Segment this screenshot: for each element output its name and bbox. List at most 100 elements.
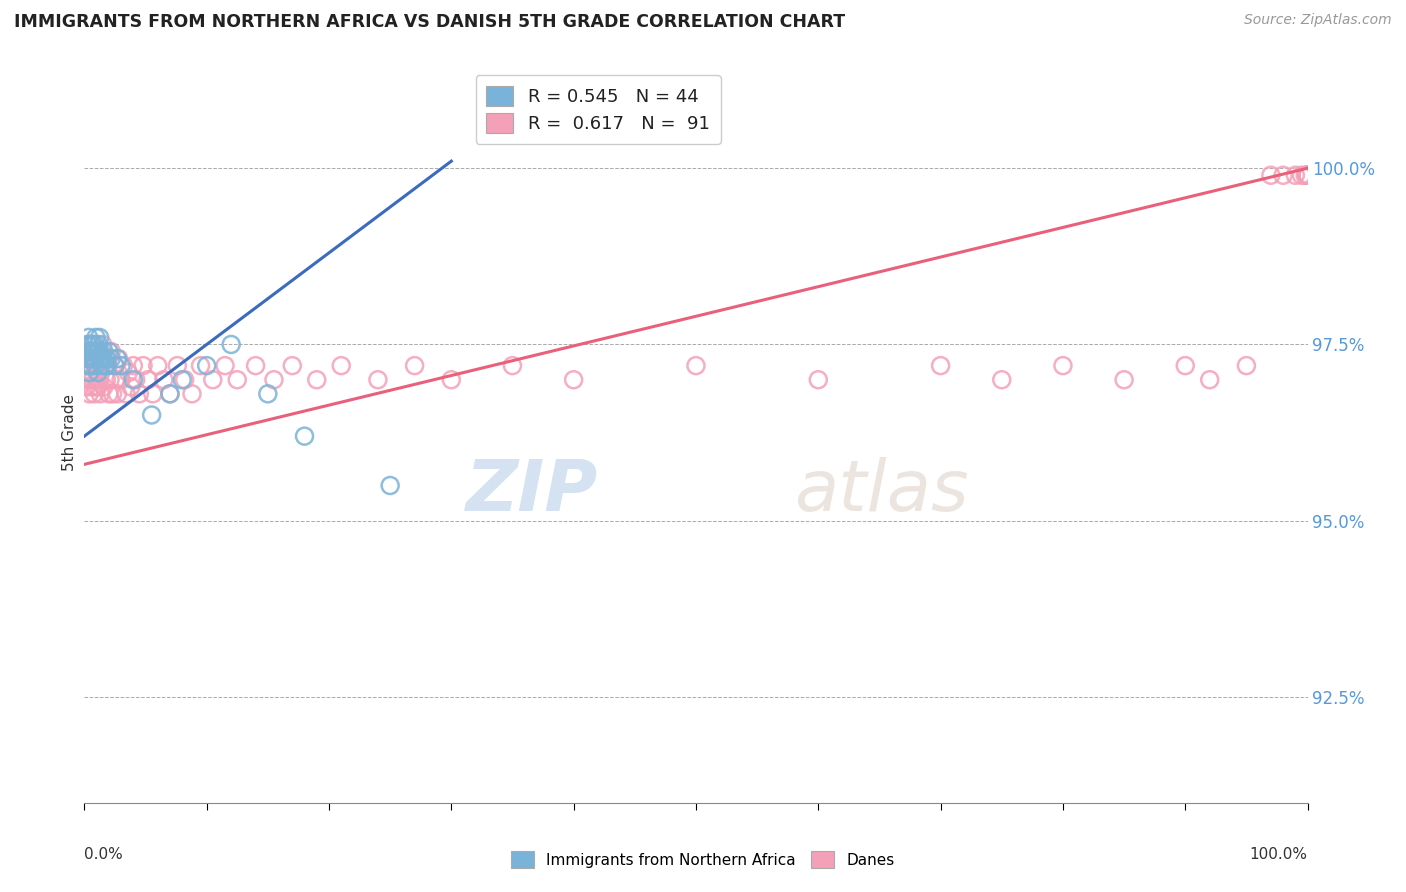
Point xyxy=(84,351,107,366)
Point xyxy=(1052,359,1074,373)
Point xyxy=(90,351,112,366)
Point xyxy=(115,387,138,401)
Point xyxy=(1260,168,1282,182)
Point xyxy=(97,344,120,359)
Point xyxy=(83,337,105,351)
Point xyxy=(97,351,120,366)
Point xyxy=(83,351,105,366)
Point xyxy=(214,359,236,373)
Point xyxy=(97,359,120,373)
Point xyxy=(100,351,122,366)
Point xyxy=(105,373,128,387)
Point xyxy=(110,359,132,373)
Point xyxy=(117,366,139,380)
Point xyxy=(159,387,181,401)
Point xyxy=(77,337,100,351)
Point xyxy=(404,359,426,373)
Point xyxy=(100,344,122,359)
Point xyxy=(89,359,111,373)
Point xyxy=(110,373,132,387)
Point xyxy=(201,373,224,387)
Point xyxy=(77,366,100,380)
Point xyxy=(87,373,110,387)
Point xyxy=(305,373,328,387)
Point xyxy=(94,359,117,373)
Point xyxy=(685,359,707,373)
Point xyxy=(172,373,194,387)
Point xyxy=(330,359,353,373)
Point xyxy=(1296,168,1319,182)
Point xyxy=(86,344,108,359)
Point xyxy=(91,337,114,351)
Point xyxy=(440,373,463,387)
Point xyxy=(94,359,117,373)
Point xyxy=(105,387,128,401)
Point xyxy=(141,408,163,422)
Point xyxy=(132,359,155,373)
Point xyxy=(125,373,148,387)
Legend: Immigrants from Northern Africa, Danes: Immigrants from Northern Africa, Danes xyxy=(503,844,903,875)
Point xyxy=(75,373,97,387)
Point xyxy=(89,344,111,359)
Point xyxy=(1296,168,1319,182)
Point xyxy=(1291,168,1313,182)
Point xyxy=(90,351,112,366)
Point xyxy=(77,366,100,380)
Point xyxy=(80,380,103,394)
Point xyxy=(219,337,242,351)
Point xyxy=(84,330,107,344)
Point xyxy=(112,359,135,373)
Point xyxy=(77,330,100,344)
Point xyxy=(367,373,389,387)
Legend: R = 0.545   N = 44, R =  0.617   N =  91: R = 0.545 N = 44, R = 0.617 N = 91 xyxy=(475,75,721,144)
Point xyxy=(263,373,285,387)
Point xyxy=(173,373,195,387)
Point xyxy=(93,344,115,359)
Point xyxy=(1236,359,1258,373)
Point xyxy=(226,373,249,387)
Point xyxy=(84,359,107,373)
Point xyxy=(502,359,524,373)
Point xyxy=(159,387,181,401)
Point xyxy=(1294,168,1316,182)
Point xyxy=(82,344,104,359)
Point xyxy=(82,373,104,387)
Point xyxy=(89,330,111,344)
Point xyxy=(97,387,120,401)
Point xyxy=(96,373,118,387)
Point xyxy=(80,337,103,351)
Text: 100.0%: 100.0% xyxy=(1250,847,1308,863)
Point xyxy=(166,359,188,373)
Point xyxy=(87,366,110,380)
Point xyxy=(1296,168,1319,182)
Point xyxy=(1296,168,1319,182)
Point xyxy=(257,387,280,401)
Point xyxy=(79,373,101,387)
Text: ZIP: ZIP xyxy=(465,458,598,526)
Point xyxy=(82,337,104,351)
Point xyxy=(245,359,267,373)
Point xyxy=(142,387,165,401)
Point xyxy=(93,380,115,394)
Point xyxy=(76,359,98,373)
Point xyxy=(84,380,107,394)
Point xyxy=(79,344,101,359)
Point xyxy=(90,359,112,373)
Point xyxy=(104,359,127,373)
Point xyxy=(79,344,101,359)
Point xyxy=(120,380,142,394)
Point xyxy=(153,373,176,387)
Point xyxy=(86,344,108,359)
Point xyxy=(1296,168,1319,182)
Point xyxy=(929,359,952,373)
Point xyxy=(87,351,110,366)
Point xyxy=(991,373,1014,387)
Point xyxy=(76,351,98,366)
Point xyxy=(380,478,402,492)
Text: Source: ZipAtlas.com: Source: ZipAtlas.com xyxy=(1244,13,1392,28)
Point xyxy=(807,373,830,387)
Point xyxy=(105,351,128,366)
Point xyxy=(83,387,105,401)
Point xyxy=(195,359,218,373)
Point xyxy=(122,359,145,373)
